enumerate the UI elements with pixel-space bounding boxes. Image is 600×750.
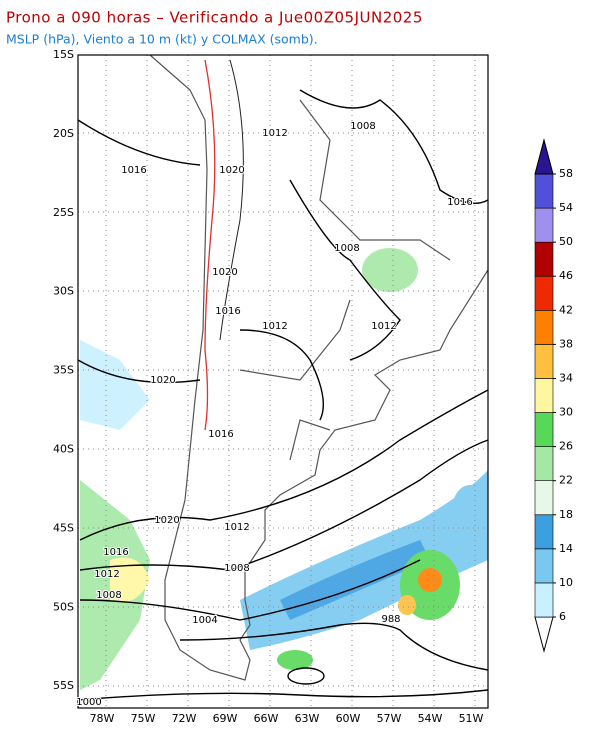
- colorbar-arrow-low: [534, 616, 554, 653]
- isobar-label: 988: [381, 614, 400, 625]
- lon-label: 78W: [90, 712, 115, 725]
- isobar-label: 1020: [212, 267, 237, 278]
- lat-label: 20S: [53, 127, 74, 140]
- isobar-label: 1008: [96, 590, 121, 601]
- isobar-label: 1016: [208, 429, 233, 440]
- isobar-label: 1020: [150, 375, 175, 386]
- colorbar-label: 42: [559, 303, 573, 316]
- isobar-label: 1012: [371, 321, 396, 332]
- colorbar-label: 18: [559, 508, 573, 521]
- colorbar-segment: [534, 207, 554, 243]
- lon-label: 69W: [213, 712, 238, 725]
- lon-label: 72W: [172, 712, 197, 725]
- colorbar-label: 10: [559, 576, 573, 589]
- isobar-label: 1004: [192, 615, 217, 626]
- colorbar-label: 34: [559, 371, 573, 384]
- colorbar-label: 38: [559, 337, 573, 350]
- colorbar-segment: [534, 275, 554, 311]
- colorbar-segment: [534, 173, 554, 209]
- isobar-label: 1008: [334, 243, 359, 254]
- colorbar-label: 46: [559, 269, 573, 282]
- lat-label: 35S: [53, 364, 74, 377]
- isobar-label: 1012: [262, 321, 287, 332]
- isobar-label: 1016: [215, 306, 240, 317]
- lat-label: 25S: [53, 206, 74, 219]
- lon-label: 57W: [377, 712, 402, 725]
- colorbar-segment: [534, 514, 554, 550]
- isobar-label: 1012: [224, 522, 249, 533]
- colorbar-arrow-high: [534, 138, 554, 175]
- colorbar-label: 14: [559, 542, 573, 555]
- colorbar-label: 54: [559, 201, 573, 214]
- isobar-label: 1016: [103, 547, 128, 558]
- subtitle: MSLP (hPa), Viento a 10 m (kt) y COLMAX …: [6, 32, 318, 47]
- lat-label: 55S: [53, 679, 74, 692]
- colorbar-label: 30: [559, 406, 573, 419]
- lon-label: 51W: [459, 712, 484, 725]
- lat-label: 15S: [53, 48, 74, 61]
- colorbar-segment: [534, 548, 554, 584]
- lat-label: 45S: [53, 521, 74, 534]
- colorbar-label: 6: [559, 610, 566, 623]
- colorbar-segment: [534, 480, 554, 516]
- isobar-label: 1020: [219, 165, 244, 176]
- title: Prono a 090 horas – Verificando a Jue00Z…: [6, 9, 423, 27]
- lon-label: 60W: [336, 712, 361, 725]
- graticule: [78, 55, 488, 708]
- isobars: [77, 89, 489, 701]
- colorbar-segment: [534, 241, 554, 277]
- lon-label: 66W: [254, 712, 279, 725]
- lat-label: 30S: [53, 285, 74, 298]
- isobar-label: 1012: [262, 128, 287, 139]
- isobar-label: 1008: [350, 121, 375, 132]
- isobar-label: 1012: [94, 569, 119, 580]
- colorbar-segment: [534, 310, 554, 345]
- isobar-label: 1016: [121, 165, 146, 176]
- isobar-label: 1020: [154, 515, 179, 526]
- colorbar-segment: [534, 582, 554, 618]
- lon-label: 63W: [295, 712, 320, 725]
- map-frame: [77, 54, 489, 709]
- lon-label: 54W: [418, 712, 443, 725]
- lat-label: 40S: [53, 443, 74, 456]
- colorbar-segment: [534, 378, 554, 413]
- coastline: [149, 54, 489, 681]
- isobar-label: 1008: [224, 563, 249, 574]
- colorbar-label: 26: [559, 440, 573, 453]
- lat-label: 50S: [53, 600, 74, 613]
- lon-label: 75W: [131, 712, 156, 725]
- map: [77, 54, 489, 709]
- colorbar-label: 50: [559, 235, 573, 248]
- colorbar-segment: [534, 446, 554, 481]
- isobar-label: 1000: [76, 697, 101, 708]
- colorbar-segment: [534, 412, 554, 447]
- colorbar-label: 22: [559, 474, 573, 487]
- isobar-label: 1016: [447, 197, 472, 208]
- colorbar-segment: [534, 344, 554, 379]
- colorbar-label: 58: [559, 167, 573, 180]
